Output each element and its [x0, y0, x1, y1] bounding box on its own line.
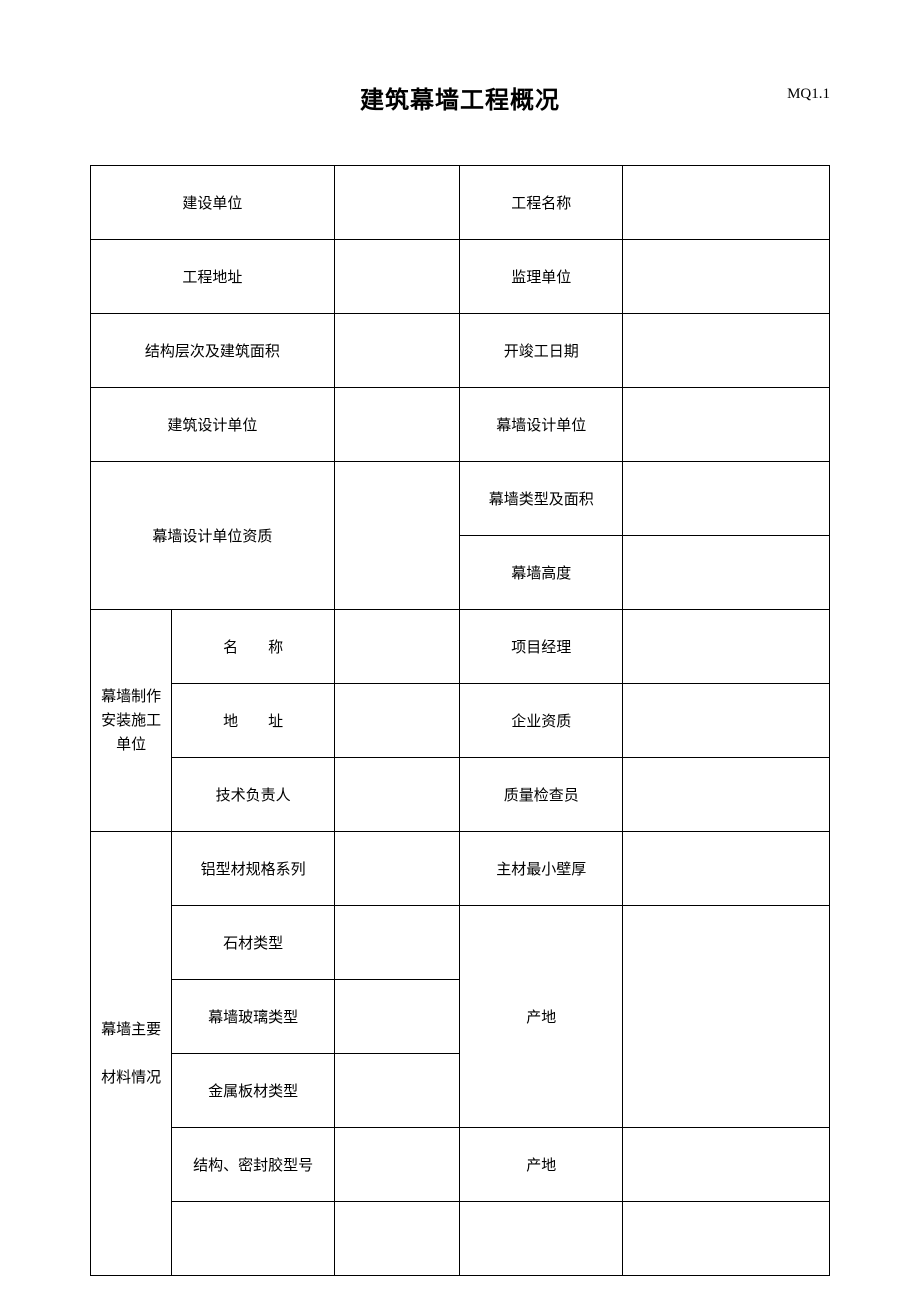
label-wall-height: 幕墙高度: [460, 536, 623, 610]
value-start-complete-date: [623, 314, 830, 388]
label-name: 名 称: [172, 610, 335, 684]
value-main-min-thickness: [623, 832, 830, 906]
page: 建筑幕墙工程概况 MQ1.1 建设单位 工程名称 工程地址 监理单位 结构层次及…: [0, 0, 920, 1316]
label-material-group: 幕墙主要材料情况: [91, 832, 172, 1276]
value-tech-responsible: [334, 758, 460, 832]
value-structure-area: [334, 314, 460, 388]
label-start-complete-date: 开竣工日期: [460, 314, 623, 388]
value-origin: [623, 906, 830, 1128]
label-supervision-unit: 监理单位: [460, 240, 623, 314]
label-quality-inspector: 质量检查员: [460, 758, 623, 832]
empty-cell: [334, 1202, 460, 1276]
table-row: 地 址 企业资质: [91, 684, 830, 758]
value-aluminum-spec: [334, 832, 460, 906]
empty-cell: [623, 1202, 830, 1276]
label-project-manager: 项目经理: [460, 610, 623, 684]
label-wall-design-unit: 幕墙设计单位: [460, 388, 623, 462]
label-tech-responsible: 技术负责人: [172, 758, 335, 832]
value-arch-design-unit: [334, 388, 460, 462]
label-project-name: 工程名称: [460, 166, 623, 240]
label-sealant-model: 结构、密封胶型号: [172, 1128, 335, 1202]
value-quality-inspector: [623, 758, 830, 832]
value-construction-unit: [334, 166, 460, 240]
label-main-min-thickness: 主材最小壁厚: [460, 832, 623, 906]
table-row: [91, 1202, 830, 1276]
value-origin2: [623, 1128, 830, 1202]
value-name: [334, 610, 460, 684]
table-row: 结构层次及建筑面积 开竣工日期: [91, 314, 830, 388]
label-metal-panel-type: 金属板材类型: [172, 1054, 335, 1128]
label-structure-area: 结构层次及建筑面积: [91, 314, 335, 388]
value-sealant-model: [334, 1128, 460, 1202]
value-stone-type: [334, 906, 460, 980]
value-wall-height: [623, 536, 830, 610]
value-enterprise-qualification: [623, 684, 830, 758]
value-glass-type: [334, 980, 460, 1054]
label-construction-unit: 建设单位: [91, 166, 335, 240]
label-wall-type-area: 幕墙类型及面积: [460, 462, 623, 536]
value-wall-type-area: [623, 462, 830, 536]
table-row: 工程地址 监理单位: [91, 240, 830, 314]
table-row: 结构、密封胶型号 产地: [91, 1128, 830, 1202]
label-origin: 产地: [460, 906, 623, 1128]
label-enterprise-qualification: 企业资质: [460, 684, 623, 758]
value-project-address: [334, 240, 460, 314]
label-glass-type: 幕墙玻璃类型: [172, 980, 335, 1054]
label-stone-type: 石材类型: [172, 906, 335, 980]
page-title: 建筑幕墙工程概况: [90, 80, 830, 115]
empty-cell: [172, 1202, 335, 1276]
doc-code: MQ1.1: [787, 86, 830, 103]
label-install-unit-group: 幕墙制作安装施工单位: [91, 610, 172, 832]
table-row: 石材类型 产地: [91, 906, 830, 980]
label-origin2: 产地: [460, 1128, 623, 1202]
table-row: 技术负责人 质量检查员: [91, 758, 830, 832]
form-table: 建设单位 工程名称 工程地址 监理单位 结构层次及建筑面积 开竣工日期 建筑设计…: [90, 165, 830, 1276]
table-row: 幕墙主要材料情况 铝型材规格系列 主材最小壁厚: [91, 832, 830, 906]
label-wall-design-qualification: 幕墙设计单位资质: [91, 462, 335, 610]
value-metal-panel-type: [334, 1054, 460, 1128]
value-wall-design-unit: [623, 388, 830, 462]
header: 建筑幕墙工程概况 MQ1.1: [90, 80, 830, 115]
empty-cell: [460, 1202, 623, 1276]
table-row: 幕墙制作安装施工单位 名 称 项目经理: [91, 610, 830, 684]
value-project-name: [623, 166, 830, 240]
table-row: 幕墙设计单位资质 幕墙类型及面积: [91, 462, 830, 536]
label-address: 地 址: [172, 684, 335, 758]
label-arch-design-unit: 建筑设计单位: [91, 388, 335, 462]
value-supervision-unit: [623, 240, 830, 314]
value-wall-design-qualification: [334, 462, 460, 610]
label-project-address: 工程地址: [91, 240, 335, 314]
value-project-manager: [623, 610, 830, 684]
table-row: 建设单位 工程名称: [91, 166, 830, 240]
label-aluminum-spec: 铝型材规格系列: [172, 832, 335, 906]
value-address: [334, 684, 460, 758]
table-row: 建筑设计单位 幕墙设计单位: [91, 388, 830, 462]
